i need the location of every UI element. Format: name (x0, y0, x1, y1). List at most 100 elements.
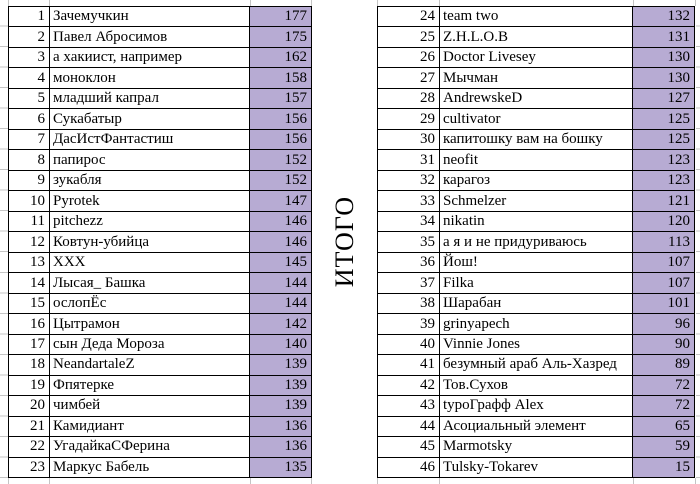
rank-cell[interactable]: 26 (378, 47, 440, 68)
rank-cell[interactable]: 22 (9, 437, 50, 457)
rank-cell[interactable]: 20 (9, 396, 50, 416)
name-cell[interactable]: а я и не придуриваюсь (440, 232, 633, 252)
rank-cell[interactable]: 5 (9, 88, 50, 109)
rank-cell[interactable]: 21 (9, 416, 50, 437)
score-cell[interactable]: 120 (633, 211, 694, 232)
name-cell[interactable]: XXX (50, 252, 250, 273)
score-cell[interactable]: 156 (250, 129, 311, 150)
score-cell[interactable]: 96 (633, 314, 694, 334)
score-cell[interactable]: 177 (250, 7, 311, 27)
score-cell[interactable]: 147 (250, 191, 311, 211)
score-cell[interactable]: 136 (250, 416, 311, 437)
rank-cell[interactable]: 12 (9, 232, 50, 252)
name-cell[interactable]: Зачемучкин (50, 7, 250, 27)
score-cell[interactable]: 162 (250, 47, 311, 68)
name-cell[interactable]: Асоциальный элемент (440, 416, 633, 437)
rank-cell[interactable]: 2 (9, 27, 50, 47)
score-cell[interactable]: 123 (633, 150, 694, 170)
score-cell[interactable]: 152 (250, 170, 311, 191)
rank-cell[interactable]: 34 (378, 211, 440, 232)
rank-cell[interactable]: 10 (9, 191, 50, 211)
name-cell[interactable]: ослопЁс (50, 293, 250, 314)
name-cell[interactable]: Тов.Сухов (440, 375, 633, 396)
name-cell[interactable]: neofit (440, 150, 633, 170)
name-cell[interactable]: Цытрамон (50, 314, 250, 334)
name-cell[interactable]: зукабля (50, 170, 250, 191)
score-cell[interactable]: 136 (250, 437, 311, 457)
total-column-cell[interactable]: ИТОГО (312, 6, 377, 478)
score-cell[interactable]: 90 (633, 334, 694, 355)
rank-cell[interactable]: 18 (9, 355, 50, 375)
name-cell[interactable]: младший капрал (50, 88, 250, 109)
rank-cell[interactable]: 44 (378, 416, 440, 437)
name-cell[interactable]: ДасИстФантастиш (50, 129, 250, 150)
name-cell[interactable]: cultivator (440, 109, 633, 129)
score-cell[interactable]: 139 (250, 396, 311, 416)
rank-cell[interactable]: 36 (378, 252, 440, 273)
name-cell[interactable]: а хакиист, например (50, 47, 250, 68)
rank-cell[interactable]: 19 (9, 375, 50, 396)
name-cell[interactable]: Павел Абросимов (50, 27, 250, 47)
score-cell[interactable]: 144 (250, 273, 311, 293)
score-cell[interactable]: 135 (250, 457, 311, 478)
score-cell[interactable]: 132 (633, 7, 694, 27)
name-cell[interactable]: Маркус Бабель (50, 457, 250, 478)
rank-cell[interactable]: 43 (378, 396, 440, 416)
rank-cell[interactable]: 27 (378, 68, 440, 88)
score-cell[interactable]: 123 (633, 170, 694, 191)
score-cell[interactable]: 152 (250, 150, 311, 170)
name-cell[interactable]: Vinnie Jones (440, 334, 633, 355)
rank-cell[interactable]: 6 (9, 109, 50, 129)
name-cell[interactable]: grinyapech (440, 314, 633, 334)
rank-cell[interactable]: 45 (378, 437, 440, 457)
score-cell[interactable]: 146 (250, 232, 311, 252)
name-cell[interactable]: Ковтун-убийца (50, 232, 250, 252)
name-cell[interactable]: Мычман (440, 68, 633, 88)
name-cell[interactable]: Лысая_ Башка (50, 273, 250, 293)
score-cell[interactable]: 15 (633, 457, 694, 478)
name-cell[interactable]: pitchezz (50, 211, 250, 232)
name-cell[interactable]: карагоз (440, 170, 633, 191)
rank-cell[interactable]: 16 (9, 314, 50, 334)
name-cell[interactable]: Шарабан (440, 293, 633, 314)
rank-cell[interactable]: 3 (9, 47, 50, 68)
rank-cell[interactable]: 1 (9, 7, 50, 27)
score-cell[interactable]: 125 (633, 129, 694, 150)
rank-cell[interactable]: 32 (378, 170, 440, 191)
score-cell[interactable]: 157 (250, 88, 311, 109)
score-cell[interactable]: 113 (633, 232, 694, 252)
score-cell[interactable]: 107 (633, 252, 694, 273)
name-cell[interactable]: безумный араб Аль-Хазред (440, 355, 633, 375)
rank-cell[interactable]: 39 (378, 314, 440, 334)
rank-cell[interactable]: 4 (9, 68, 50, 88)
score-cell[interactable]: 72 (633, 396, 694, 416)
rank-cell[interactable]: 31 (378, 150, 440, 170)
score-cell[interactable]: 89 (633, 355, 694, 375)
name-cell[interactable]: Marmotsky (440, 437, 633, 457)
name-cell[interactable]: Doctor Livesey (440, 47, 633, 68)
rank-cell[interactable]: 37 (378, 273, 440, 293)
rank-cell[interactable]: 25 (378, 27, 440, 47)
name-cell[interactable]: AndrewskeD (440, 88, 633, 109)
score-cell[interactable]: 65 (633, 416, 694, 437)
score-cell[interactable]: 140 (250, 334, 311, 355)
name-cell[interactable]: team two (440, 7, 633, 27)
rank-cell[interactable]: 11 (9, 211, 50, 232)
score-cell[interactable]: 144 (250, 293, 311, 314)
score-cell[interactable]: 59 (633, 437, 694, 457)
rank-cell[interactable]: 30 (378, 129, 440, 150)
name-cell[interactable]: капитошку вам на бошку (440, 129, 633, 150)
name-cell[interactable]: NeandartaleZ (50, 355, 250, 375)
rank-cell[interactable]: 28 (378, 88, 440, 109)
score-cell[interactable]: 130 (633, 68, 694, 88)
name-cell[interactable]: Йош! (440, 252, 633, 273)
rank-cell[interactable]: 24 (378, 7, 440, 27)
name-cell[interactable]: моноклон (50, 68, 250, 88)
name-cell[interactable]: Камидиант (50, 416, 250, 437)
name-cell[interactable]: typoГрафф Alex (440, 396, 633, 416)
score-cell[interactable]: 175 (250, 27, 311, 47)
score-cell[interactable]: 142 (250, 314, 311, 334)
name-cell[interactable]: Фпятерке (50, 375, 250, 396)
score-cell[interactable]: 121 (633, 191, 694, 211)
rank-cell[interactable]: 15 (9, 293, 50, 314)
